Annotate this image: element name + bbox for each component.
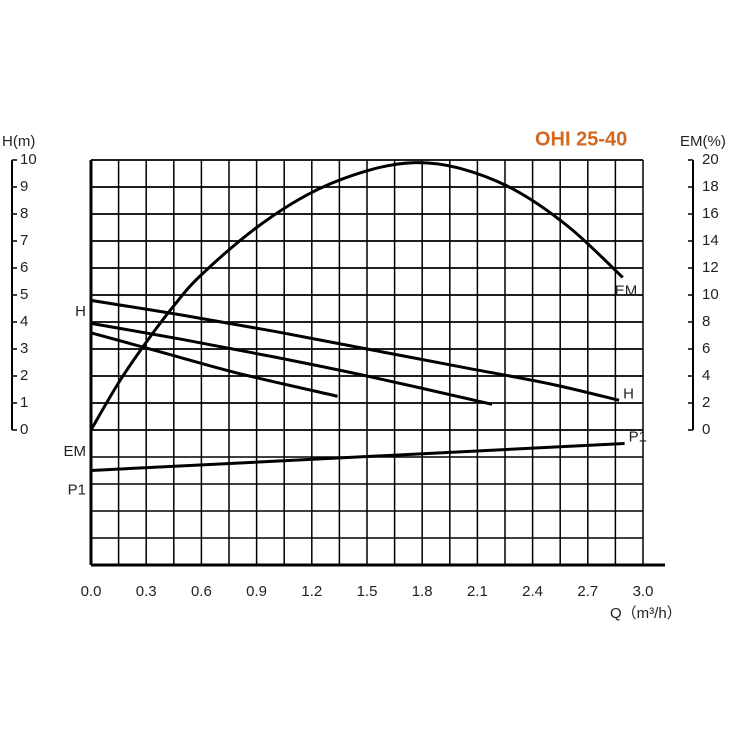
series-start-label: H <box>75 303 86 320</box>
series-line <box>90 331 338 398</box>
y2-tick-label: 4 <box>702 367 710 384</box>
x-tick-label: 0.6 <box>191 583 212 600</box>
y2-tick-label: 12 <box>702 259 719 276</box>
x-axis-label: Q（m³/h） <box>610 605 682 622</box>
y-tick-label: 3 <box>20 340 28 357</box>
y2-axis-label: EM(%) <box>680 133 726 150</box>
series-line <box>90 298 620 402</box>
series-start-label: P1 <box>68 481 86 498</box>
x-tick-label: 1.2 <box>301 583 322 600</box>
y2-tick-label: 8 <box>702 313 710 330</box>
chart-title: OHI 25-40 <box>535 128 627 150</box>
y-tick-label: 8 <box>20 205 28 222</box>
y2-tick-label: 2 <box>702 394 710 411</box>
y-tick-label: 5 <box>20 286 28 303</box>
y-tick-label: 4 <box>20 313 28 330</box>
series-line <box>90 321 493 406</box>
y2-tick-label: 10 <box>702 286 719 303</box>
series-end-label: EM <box>615 282 638 299</box>
y-tick-label: 2 <box>20 367 28 384</box>
x-tick-label: 0.3 <box>136 583 157 600</box>
y2-tick-label: 14 <box>702 232 719 249</box>
series-line <box>89 161 624 431</box>
x-tick-label: 0.0 <box>81 583 102 600</box>
x-tick-label: 3.0 <box>633 583 654 600</box>
y-tick-label: 1 <box>20 394 28 411</box>
x-tick-label: 2.1 <box>467 583 488 600</box>
x-tick-label: 0.9 <box>246 583 267 600</box>
y2-tick-label: 20 <box>702 151 719 168</box>
y-axis-label: H(m) <box>2 133 35 150</box>
y-tick-label: 10 <box>20 151 37 168</box>
x-tick-label: 1.5 <box>357 583 378 600</box>
series-end-label: P1 <box>629 428 647 445</box>
y2-tick-label: 6 <box>702 340 710 357</box>
series-line <box>90 442 625 472</box>
x-tick-label: 2.7 <box>577 583 598 600</box>
y-tick-label: 6 <box>20 259 28 276</box>
y2-tick-label: 16 <box>702 205 719 222</box>
x-tick-label: 2.4 <box>522 583 543 600</box>
y2-tick-label: 18 <box>702 178 719 195</box>
x-tick-label: 1.8 <box>412 583 433 600</box>
y-tick-label: 0 <box>20 421 28 438</box>
y-tick-label: 7 <box>20 232 28 249</box>
y2-tick-label: 0 <box>702 421 710 438</box>
series-start-label: EM <box>64 443 87 460</box>
series-end-label: H <box>623 385 634 402</box>
y-tick-label: 9 <box>20 178 28 195</box>
